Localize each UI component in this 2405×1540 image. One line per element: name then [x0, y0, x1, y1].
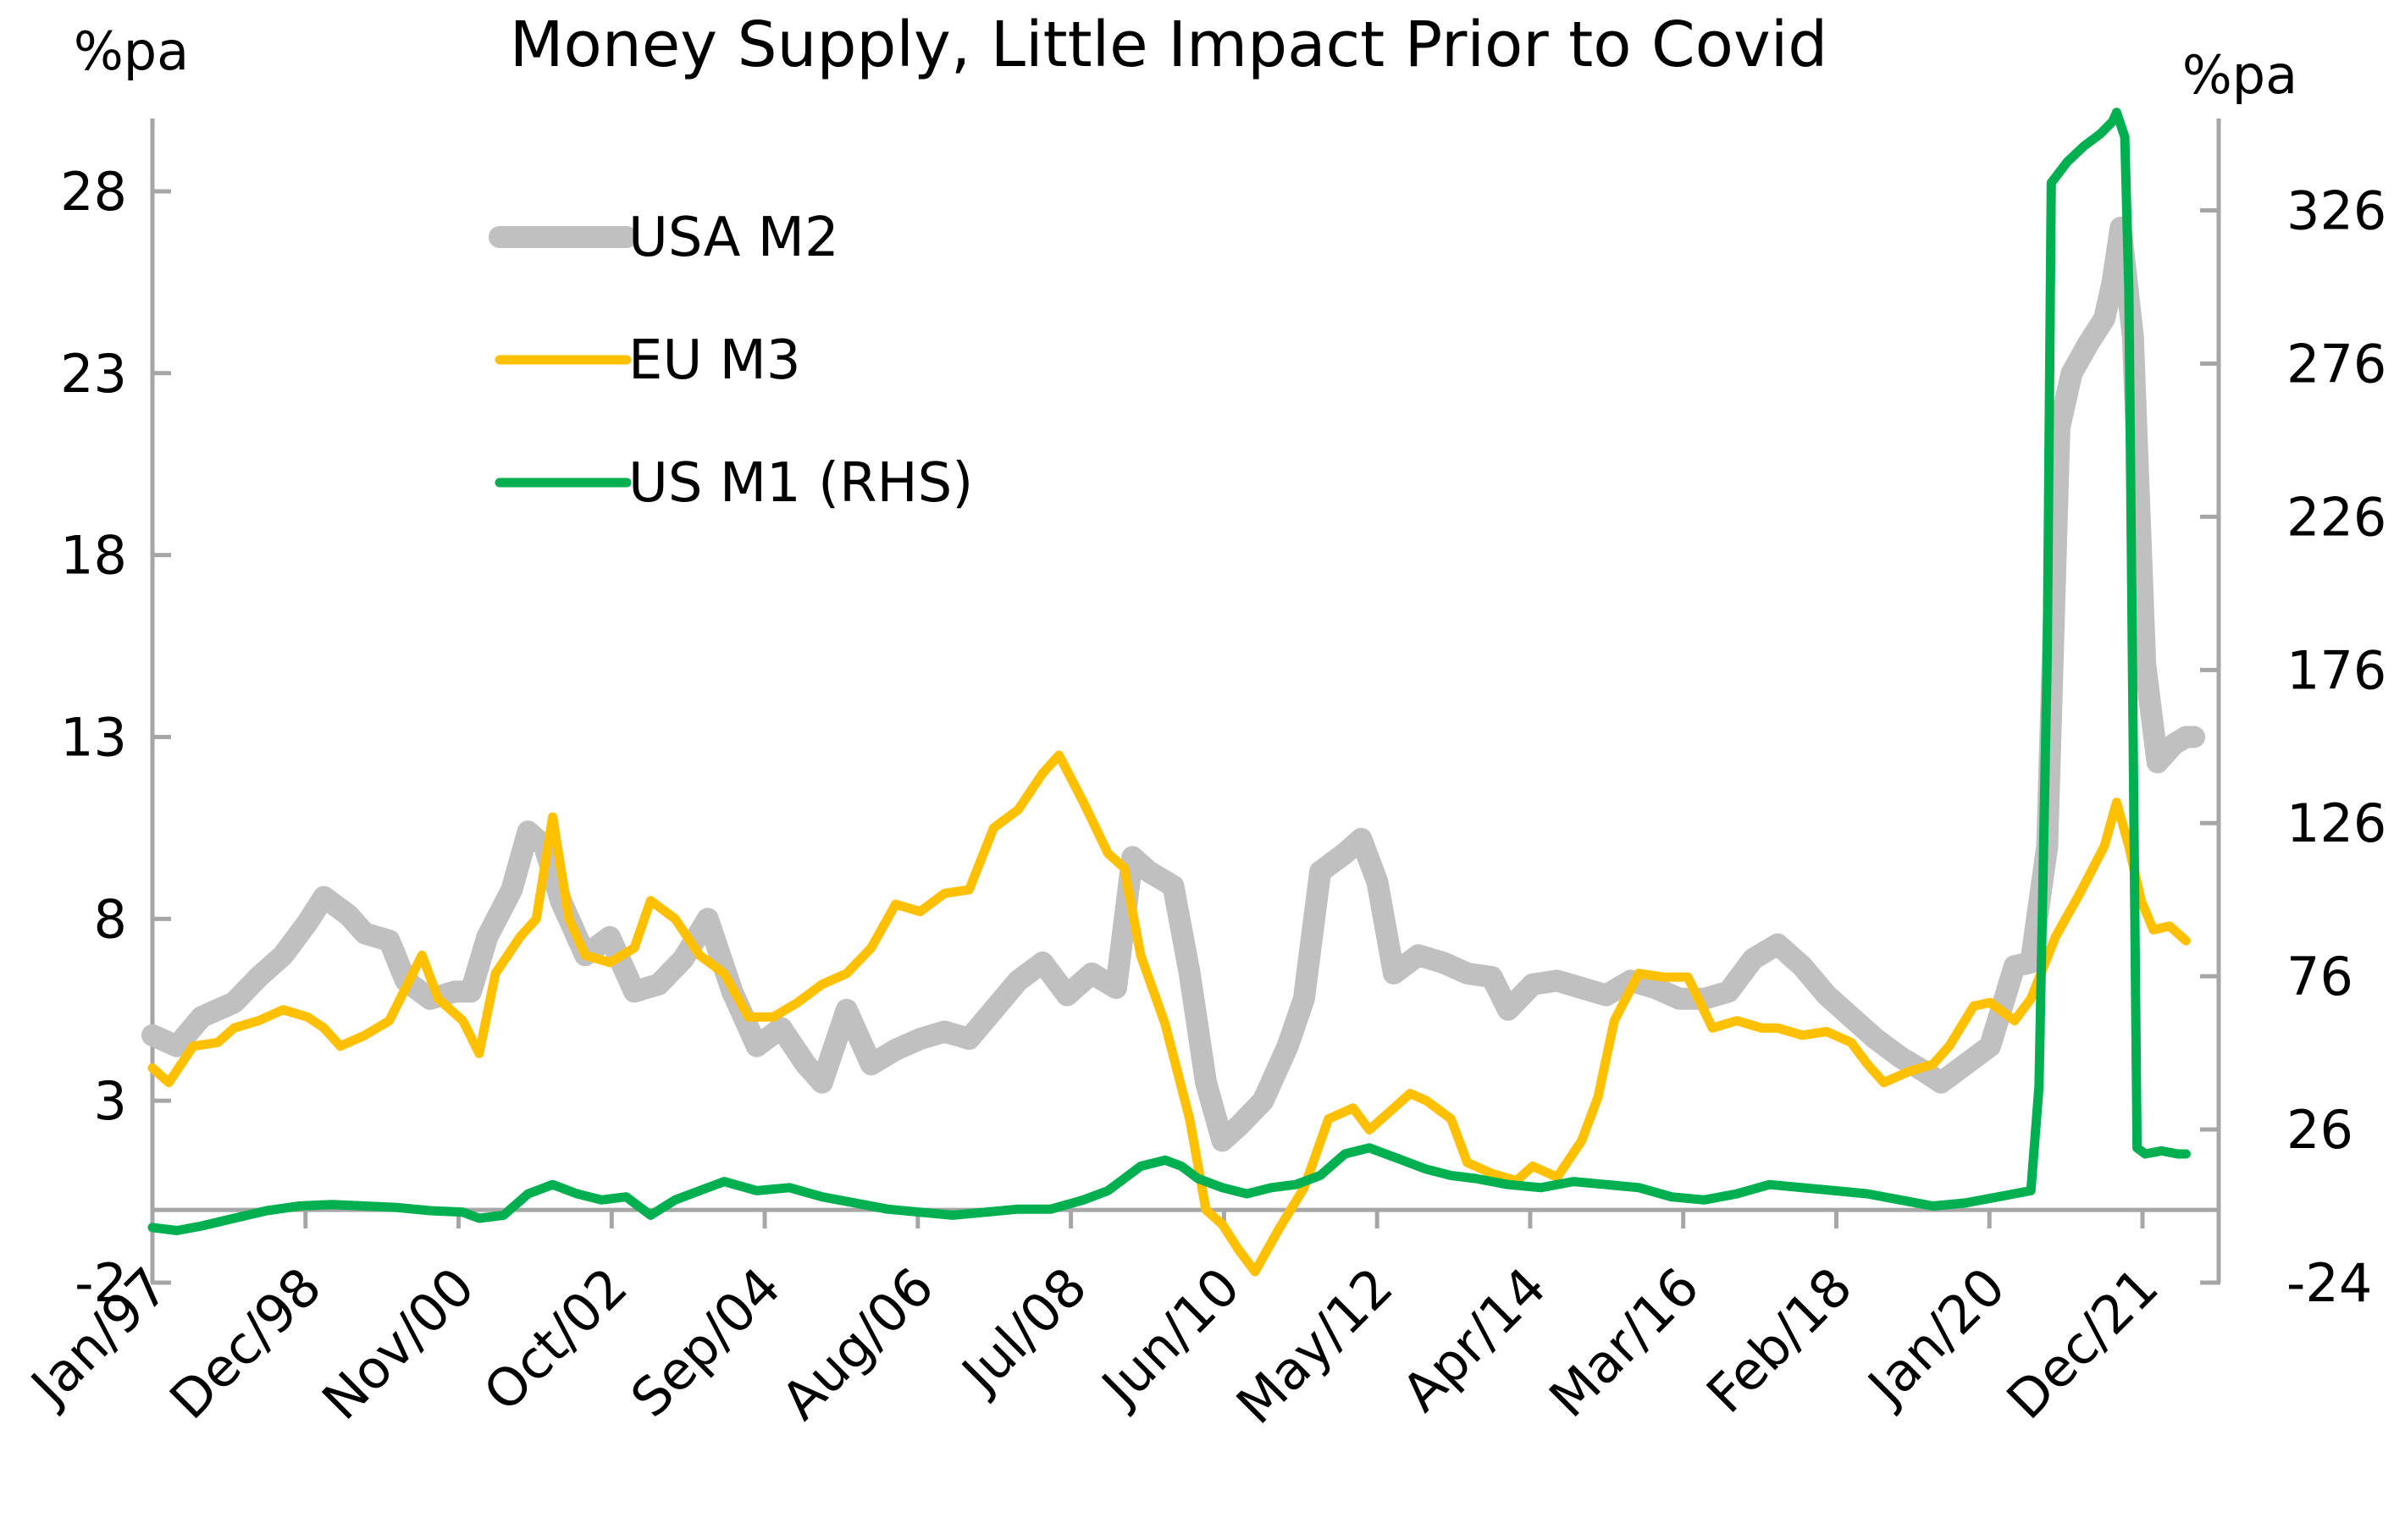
left-tick-label: 28 [60, 161, 127, 223]
x-tick-label: May/12 [1225, 1256, 1405, 1436]
left-tick-label: 8 [94, 888, 127, 950]
left-tick-label: 3 [94, 1070, 127, 1132]
right-tick-label: 226 [2286, 486, 2386, 548]
right-tick-label: 176 [2286, 639, 2386, 701]
x-tick-label: Dec/21 [1995, 1256, 2170, 1431]
legend-label: US M1 (RHS) [628, 452, 973, 515]
series-layer [141, 108, 2206, 1277]
right-axis-label: %pa [2182, 44, 2297, 106]
x-tick-label: Jul/08 [948, 1256, 1098, 1406]
x-tick-label: Dec/98 [158, 1256, 333, 1431]
left-tick-label: -2 [75, 1252, 127, 1314]
x-tick-label: Nov/00 [310, 1256, 486, 1432]
axes: 2823181383-23262762261761267626-24Jan/97… [17, 119, 2386, 1436]
right-tick-label: 126 [2286, 792, 2386, 854]
left-tick-label: 13 [60, 706, 127, 768]
x-tick-label: Jan/20 [1854, 1256, 2017, 1419]
x-tick-label: Aug/06 [770, 1256, 946, 1432]
left-axis-label: %pa [74, 20, 189, 82]
right-tick-label: 76 [2286, 946, 2353, 1007]
x-tick-label: Mar/16 [1537, 1256, 1711, 1429]
series-line-eu-m3 [147, 750, 2191, 1277]
right-tick-label: 276 [2286, 333, 2386, 395]
series-line-usa-m2 [141, 216, 2206, 1152]
x-tick-label: Feb/18 [1695, 1256, 1864, 1425]
right-tick-label: -24 [2286, 1252, 2372, 1314]
x-tick-label: Apr/14 [1390, 1256, 1558, 1423]
chart-title: Money Supply, Little Impact Prior to Cov… [510, 8, 1828, 81]
x-tick-label: Oct/02 [472, 1256, 639, 1423]
legend-label: EU M3 [628, 329, 801, 392]
left-tick-label: 18 [60, 525, 127, 587]
right-tick-label: 26 [2286, 1099, 2353, 1161]
x-tick-label: Sep/04 [619, 1256, 793, 1429]
legend-label: USA M2 [628, 207, 839, 269]
right-tick-label: 326 [2286, 180, 2386, 242]
left-tick-label: 23 [60, 343, 127, 405]
legend: USA M2 EU M3 US M1 (RHS) [489, 207, 973, 515]
series-line-us-m1-rhs [147, 108, 2191, 1235]
